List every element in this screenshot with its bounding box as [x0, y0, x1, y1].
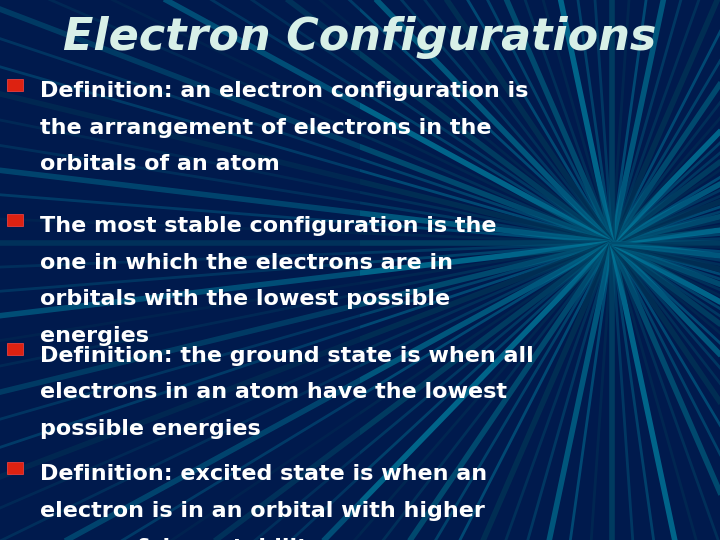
- Text: orbitals with the lowest possible: orbitals with the lowest possible: [40, 289, 450, 309]
- Text: orbitals of an atom: orbitals of an atom: [40, 154, 279, 174]
- FancyBboxPatch shape: [7, 214, 23, 226]
- Text: energies: energies: [40, 326, 148, 346]
- Bar: [0, 0, 360, 540]
- Text: energy & less stability: energy & less stability: [40, 538, 322, 540]
- Text: Definition: the ground state is when all: Definition: the ground state is when all: [40, 346, 534, 366]
- Text: Definition: excited state is when an: Definition: excited state is when an: [40, 464, 487, 484]
- FancyBboxPatch shape: [7, 79, 23, 91]
- Text: Electron Configurations: Electron Configurations: [63, 16, 657, 59]
- Text: possible energies: possible energies: [40, 419, 261, 439]
- Text: electron is in an orbital with higher: electron is in an orbital with higher: [40, 501, 485, 521]
- FancyBboxPatch shape: [7, 462, 23, 474]
- Text: one in which the electrons are in: one in which the electrons are in: [40, 253, 453, 273]
- FancyBboxPatch shape: [7, 343, 23, 355]
- Text: Definition: an electron configuration is: Definition: an electron configuration is: [40, 81, 528, 101]
- Text: The most stable configuration is the: The most stable configuration is the: [40, 216, 496, 236]
- Text: the arrangement of electrons in the: the arrangement of electrons in the: [40, 118, 491, 138]
- Text: electrons in an atom have the lowest: electrons in an atom have the lowest: [40, 382, 507, 402]
